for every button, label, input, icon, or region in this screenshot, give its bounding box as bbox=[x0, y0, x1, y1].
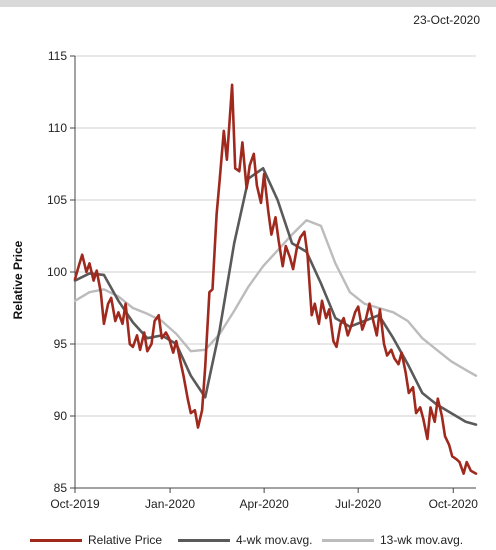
line-chart: 85 90 95 100 105 110 115 Oct-2019 Jan-2020 Apr-2… bbox=[11, 49, 478, 511]
x-tick-label-3: Jul-2020 bbox=[335, 497, 381, 511]
x-tick-label-0: Oct-2019 bbox=[50, 497, 100, 511]
chart-grid bbox=[75, 55, 476, 417]
y-tick-label-115: 115 bbox=[48, 49, 67, 63]
y-tick-label-105: 105 bbox=[47, 193, 67, 207]
chart-legend: Relative Price 4-wk mov.avg. 13-wk mov.a… bbox=[0, 533, 496, 550]
y-tick-label-90: 90 bbox=[54, 409, 68, 423]
y-tick-label-100: 100 bbox=[47, 265, 67, 279]
chart-axes bbox=[70, 55, 476, 493]
legend-item-13wk: 13-wk mov.avg. bbox=[322, 533, 463, 547]
y-tick-labels: 85 90 95 100 105 110 115 bbox=[47, 49, 67, 495]
legend-label-relative-price: Relative Price bbox=[88, 533, 163, 547]
y-axis-label: Relative Price bbox=[11, 240, 25, 319]
series-line-1 bbox=[73, 167, 478, 426]
series-line-0 bbox=[73, 83, 478, 475]
y-tick-label-95: 95 bbox=[54, 337, 68, 351]
legend-swatch-13wk bbox=[322, 538, 374, 542]
legend-item-relative-price: Relative Price bbox=[30, 533, 162, 547]
top-bar bbox=[0, 0, 496, 7]
series-line-2 bbox=[73, 218, 478, 377]
chart-series bbox=[73, 83, 478, 475]
date-label: 23-Oct-2020 bbox=[413, 13, 480, 27]
x-tick-label-1: Jan-2020 bbox=[145, 497, 195, 511]
x-tick-label-2: Apr-2020 bbox=[239, 497, 289, 511]
legend-swatch-4wk bbox=[178, 538, 230, 542]
legend-label-4wk: 4-wk mov.avg. bbox=[236, 533, 313, 547]
legend-swatch-relative-price bbox=[30, 538, 82, 542]
x-tick-label-4: Oct-2020 bbox=[429, 497, 479, 511]
legend-item-4wk: 4-wk mov.avg. bbox=[178, 533, 312, 547]
y-tick-label-85: 85 bbox=[54, 481, 68, 495]
y-tick-label-110: 110 bbox=[48, 121, 67, 135]
legend-label-13wk: 13-wk mov.avg. bbox=[380, 533, 464, 547]
x-tick-labels: Oct-2019 Jan-2020 Apr-2020 Jul-2020 Oct-2020 bbox=[50, 497, 478, 511]
